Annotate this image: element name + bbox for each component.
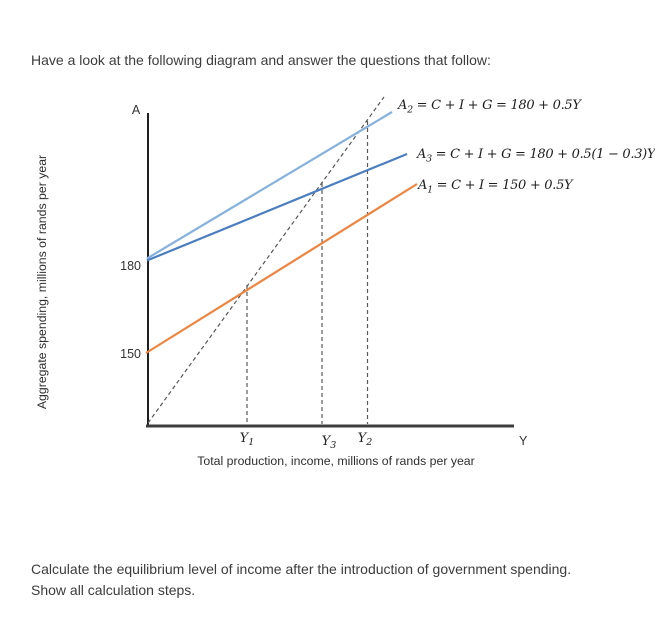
x-tick-y1-sub: 1 <box>248 437 254 448</box>
x-tick-y1: Y1 <box>240 431 255 448</box>
equation-a3-var: A <box>416 147 426 162</box>
question-text: Calculate the equilibrium level of incom… <box>31 559 571 600</box>
x-tick-y3-var: Y <box>322 434 332 449</box>
x-tick-y2-var: Y <box>358 431 368 446</box>
x-tick-y2: Y2 <box>358 431 373 448</box>
x-tick-y2-sub: 2 <box>365 437 372 448</box>
equation-a1: A1 = C + I = 150 + 0.5Y <box>417 178 574 196</box>
question-text-line-1: Calculate the equilibrium level of incom… <box>31 561 572 577</box>
forty-five-degree-line <box>147 96 385 424</box>
y-tick-180: 180 <box>120 259 141 273</box>
equation-a2-var: A <box>397 98 407 113</box>
intro-text: Have a look at the following diagram and… <box>31 52 491 68</box>
x-tick-y1-var: Y <box>240 431 250 446</box>
equation-a3: A3 = C + I + G = 180 + 0.5(1 − 0.3)Y <box>416 147 655 165</box>
equation-a1-sub: 1 <box>427 185 433 196</box>
equation-a2: A2 = C + I + G = 180 + 0.5Y <box>397 98 582 116</box>
question-text-line-2: Show all calculation steps. <box>31 581 196 598</box>
curve-a1 <box>145 183 418 354</box>
equation-a1-rest: = C + I = 150 + 0.5Y <box>433 178 574 193</box>
y-axis-title: Aggregate spending, millions of rands pe… <box>35 155 49 409</box>
y-tick-150: 150 <box>120 347 141 361</box>
x-tick-y3: Y3 <box>322 434 337 451</box>
equation-a2-rest: = C + I + G = 180 + 0.5Y <box>413 98 583 113</box>
y-axis-top-label: A <box>132 103 141 117</box>
equation-a2-sub: 2 <box>406 105 413 116</box>
equation-a3-rest: = C + I + G = 180 + 0.5(1 − 0.3)Y <box>432 147 655 162</box>
x-axis-end-label: Y <box>519 434 528 448</box>
x-axis-title: Total production, income, millions of ra… <box>197 454 475 468</box>
x-tick-y3-sub: 3 <box>330 440 336 451</box>
equation-a1-var: A <box>417 178 427 193</box>
equation-a3-sub: 3 <box>426 154 432 165</box>
curve-a2 <box>146 111 393 260</box>
curve-a3 <box>146 152 408 262</box>
